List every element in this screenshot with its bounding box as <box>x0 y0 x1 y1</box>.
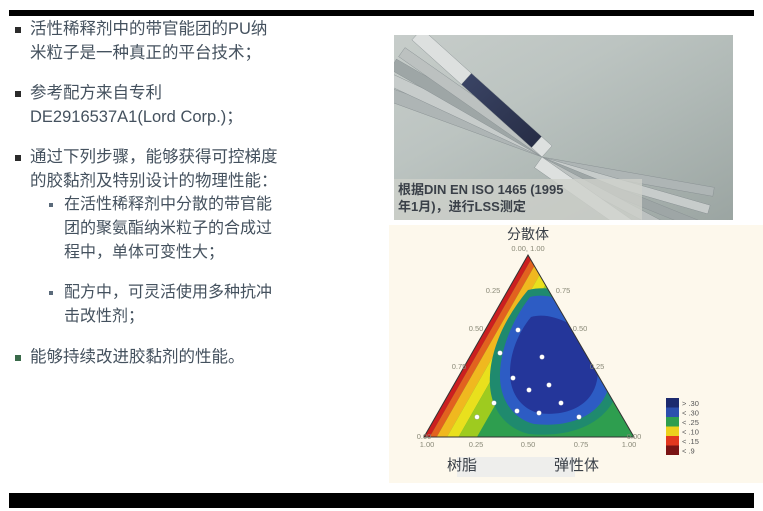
svg-text:0.75: 0.75 <box>574 440 589 449</box>
svg-text:树脂: 树脂 <box>447 457 477 474</box>
svg-text:< .10: < .10 <box>682 428 699 437</box>
svg-text:< .30: < .30 <box>682 409 699 418</box>
svg-text:0.75: 0.75 <box>556 286 571 295</box>
svg-text:0.00, 1.00: 0.00, 1.00 <box>511 244 544 253</box>
svg-text:0.50: 0.50 <box>469 324 484 333</box>
svg-text:< .9: < .9 <box>682 447 695 456</box>
svg-text:> .30: > .30 <box>682 399 699 408</box>
svg-text:弹性体: 弹性体 <box>554 457 599 474</box>
svg-text:< .15: < .15 <box>682 437 699 446</box>
svg-text:1.00: 1.00 <box>622 440 637 449</box>
svg-text:0.25: 0.25 <box>469 440 484 449</box>
svg-text:< .25: < .25 <box>682 418 699 427</box>
svg-text:0.50: 0.50 <box>521 440 536 449</box>
svg-text:0.25: 0.25 <box>590 362 605 371</box>
svg-text:分散体: 分散体 <box>507 226 549 242</box>
svg-text:0.75: 0.75 <box>452 362 467 371</box>
svg-text:0.25: 0.25 <box>486 286 501 295</box>
svg-text:1.00: 1.00 <box>420 440 435 449</box>
svg-text:0.00: 0.00 <box>627 432 642 441</box>
svg-text:0.50: 0.50 <box>573 324 588 333</box>
svg-text:0.00: 0.00 <box>417 432 432 441</box>
